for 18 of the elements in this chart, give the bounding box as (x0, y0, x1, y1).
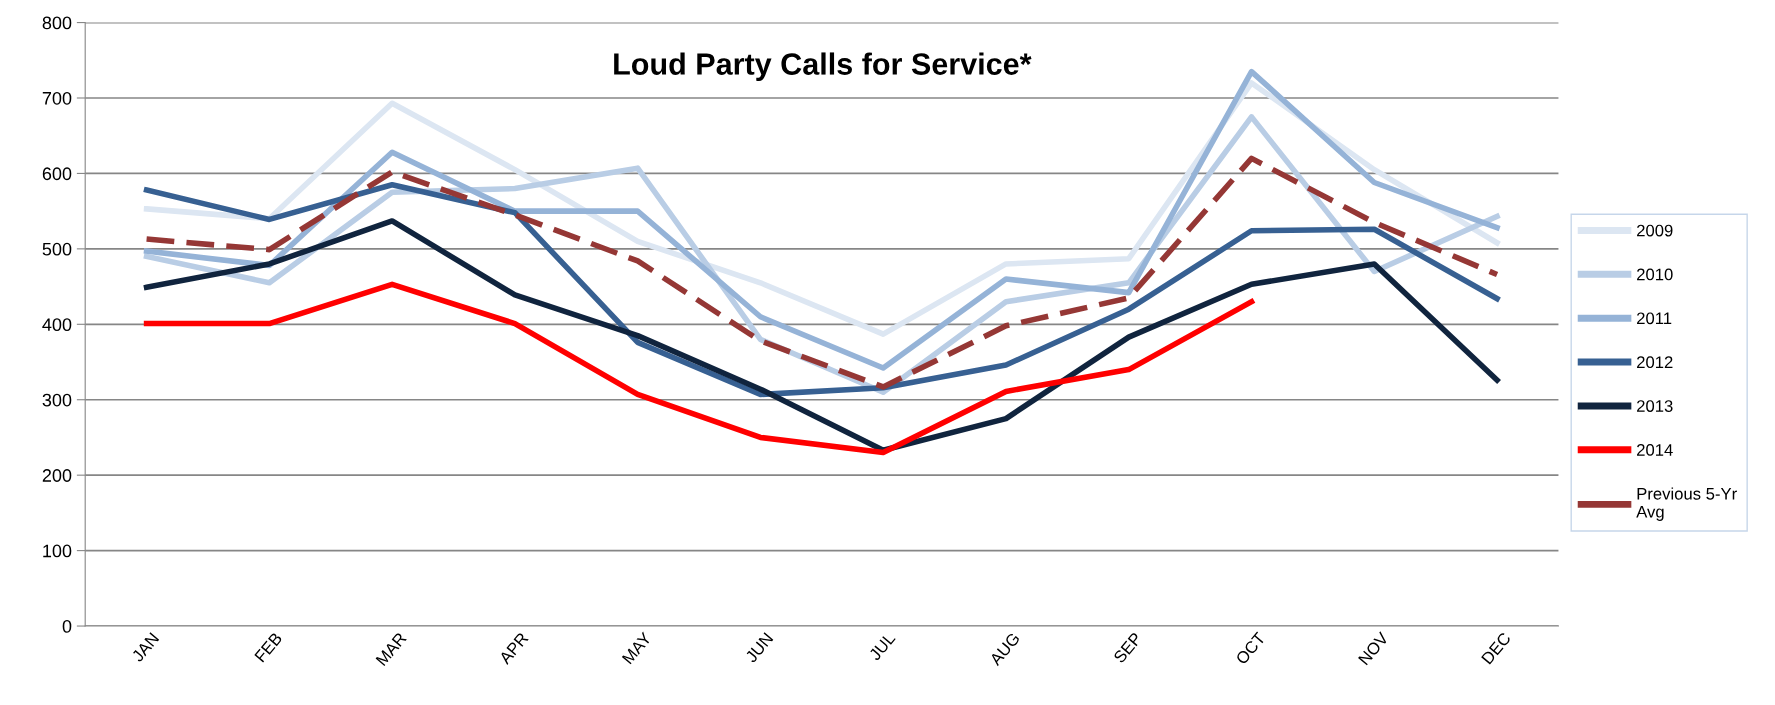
legend-label: 2009 (1637, 224, 1673, 237)
legend-label: 2010 (1637, 268, 1673, 281)
y-tick-label: 300 (42, 393, 72, 407)
y-tick-label: 100 (43, 544, 72, 558)
x-tick-label: JUL (868, 631, 896, 662)
legend-label: 2012 (1637, 356, 1673, 369)
legend-label: Previous 5-Yr Avg (1636, 487, 1737, 521)
y-tick-label: 700 (42, 91, 72, 105)
y-tick-label: 600 (42, 167, 72, 181)
legend-label: 2013 (1637, 400, 1673, 412)
y-tick-label: 500 (42, 242, 72, 256)
legend-label: 2011 (1637, 312, 1672, 325)
text: Loud Party Calls for Service* (614, 52, 1032, 81)
y-tick-label: 800 (42, 16, 72, 30)
y-tick-label: 0 (62, 619, 72, 633)
y-tick-label: 400 (42, 318, 72, 332)
legend-label: 2014 (1637, 444, 1673, 456)
y-tick-label: 200 (42, 469, 72, 482)
